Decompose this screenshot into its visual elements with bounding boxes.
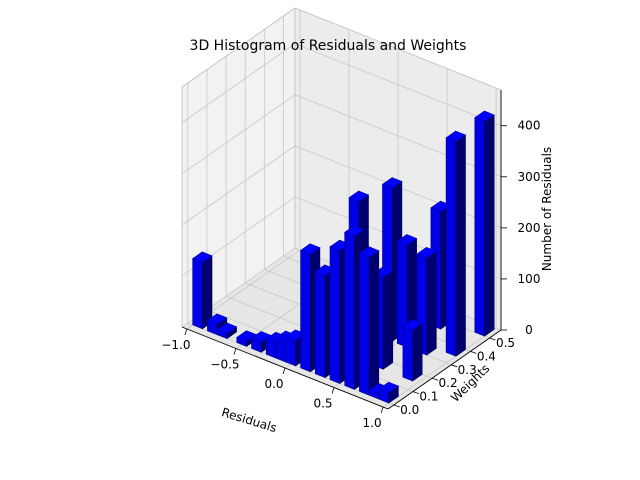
bar-side-face — [202, 255, 213, 330]
bar — [216, 322, 238, 340]
x-tick-label: 0.0 — [264, 377, 283, 391]
z-tick-label: 300 — [518, 170, 541, 184]
bar-side-face — [455, 134, 466, 357]
bar-top-face — [216, 322, 238, 334]
x-tick-mark — [233, 348, 237, 355]
pane-left — [182, 8, 295, 327]
y-tick-mark — [412, 391, 420, 394]
y-tick-mark — [431, 377, 439, 381]
z-tick-label: 0 — [525, 323, 533, 337]
bar-top-face — [206, 313, 228, 325]
bar-top-face — [348, 190, 370, 202]
axis-edges — [181, 7, 502, 410]
bar-front-face — [402, 325, 414, 382]
pane-edge — [181, 7, 296, 88]
bar-top-face — [416, 247, 437, 259]
grid-line-z — [181, 43, 296, 124]
grid-line-z — [294, 43, 502, 127]
bar-side-face — [368, 250, 380, 396]
y-tick-label: 0.1 — [419, 390, 438, 404]
bar-front-face — [474, 117, 485, 337]
bar-top-face — [358, 246, 380, 258]
z-axis-label: Number of Residuals — [540, 147, 554, 271]
bar-side-face — [426, 250, 437, 356]
bar-front-face — [329, 246, 341, 384]
tick-labels: −1.0−0.50.00.51.00.00.10.20.30.40.501002… — [161, 119, 540, 430]
bar-side-face — [484, 114, 495, 337]
x-axis-label: Residuals — [220, 405, 279, 435]
grid-line-z — [181, 94, 296, 175]
bar-front-face — [275, 337, 287, 363]
y-tick-label: 0.0 — [400, 403, 419, 417]
chart-title: 3D Histogram of Residuals and Weights — [190, 38, 467, 54]
y-tick-label: 0.2 — [439, 376, 458, 390]
bar-top-face — [299, 243, 321, 255]
y-tick-label: 0.4 — [477, 349, 496, 363]
bar-top-face — [445, 130, 467, 143]
z-tick-label: 200 — [518, 221, 541, 235]
bar — [402, 318, 423, 382]
y-axis-line — [387, 329, 502, 410]
pane-edge — [294, 7, 502, 91]
x-tick-mark — [331, 387, 335, 394]
bar-front-face — [192, 258, 203, 330]
x-tick-label: 0.5 — [313, 397, 332, 411]
x-tick-label: −1.0 — [161, 338, 190, 352]
bar-top-face — [396, 234, 418, 246]
x-tick-mark — [184, 328, 188, 336]
bar — [474, 110, 495, 337]
bar-top-face — [381, 177, 403, 189]
bar — [445, 130, 467, 357]
y-tick-label: 0.3 — [458, 363, 477, 377]
bar-front-face — [359, 252, 370, 396]
bar-front-face — [445, 137, 457, 357]
bar-top-face — [192, 251, 213, 263]
grid-line-z — [294, 94, 502, 178]
bar — [358, 246, 380, 396]
grid-line-x — [382, 327, 497, 408]
bar-front-face — [314, 271, 326, 379]
bar-top-face — [378, 381, 400, 394]
bar-front-face — [300, 249, 311, 373]
z-tick-label: 400 — [518, 119, 541, 133]
bar — [378, 381, 400, 404]
x-tick-label: −0.5 — [210, 358, 239, 372]
bars — [192, 110, 495, 404]
y-tick-mark — [470, 351, 477, 354]
bar-top-face — [474, 110, 495, 122]
bar — [192, 251, 213, 330]
grid-line-z — [181, 145, 296, 226]
x-tick-mark — [380, 406, 384, 414]
bar-top-face — [402, 318, 423, 331]
y-tick-mark — [489, 337, 496, 341]
bar-side-face — [412, 322, 423, 382]
x-tick-label: 1.0 — [363, 416, 382, 430]
bar-side-face — [382, 270, 394, 370]
bar-top-face — [344, 225, 365, 237]
y-tick-label: 0.5 — [496, 336, 515, 350]
y-tick-mark — [393, 404, 400, 408]
y-tick-mark — [451, 364, 458, 368]
x-tick-mark — [282, 367, 286, 375]
bar-front-face — [344, 231, 355, 390]
bar-front-face — [285, 336, 297, 367]
z-tick-label: 100 — [518, 272, 541, 286]
